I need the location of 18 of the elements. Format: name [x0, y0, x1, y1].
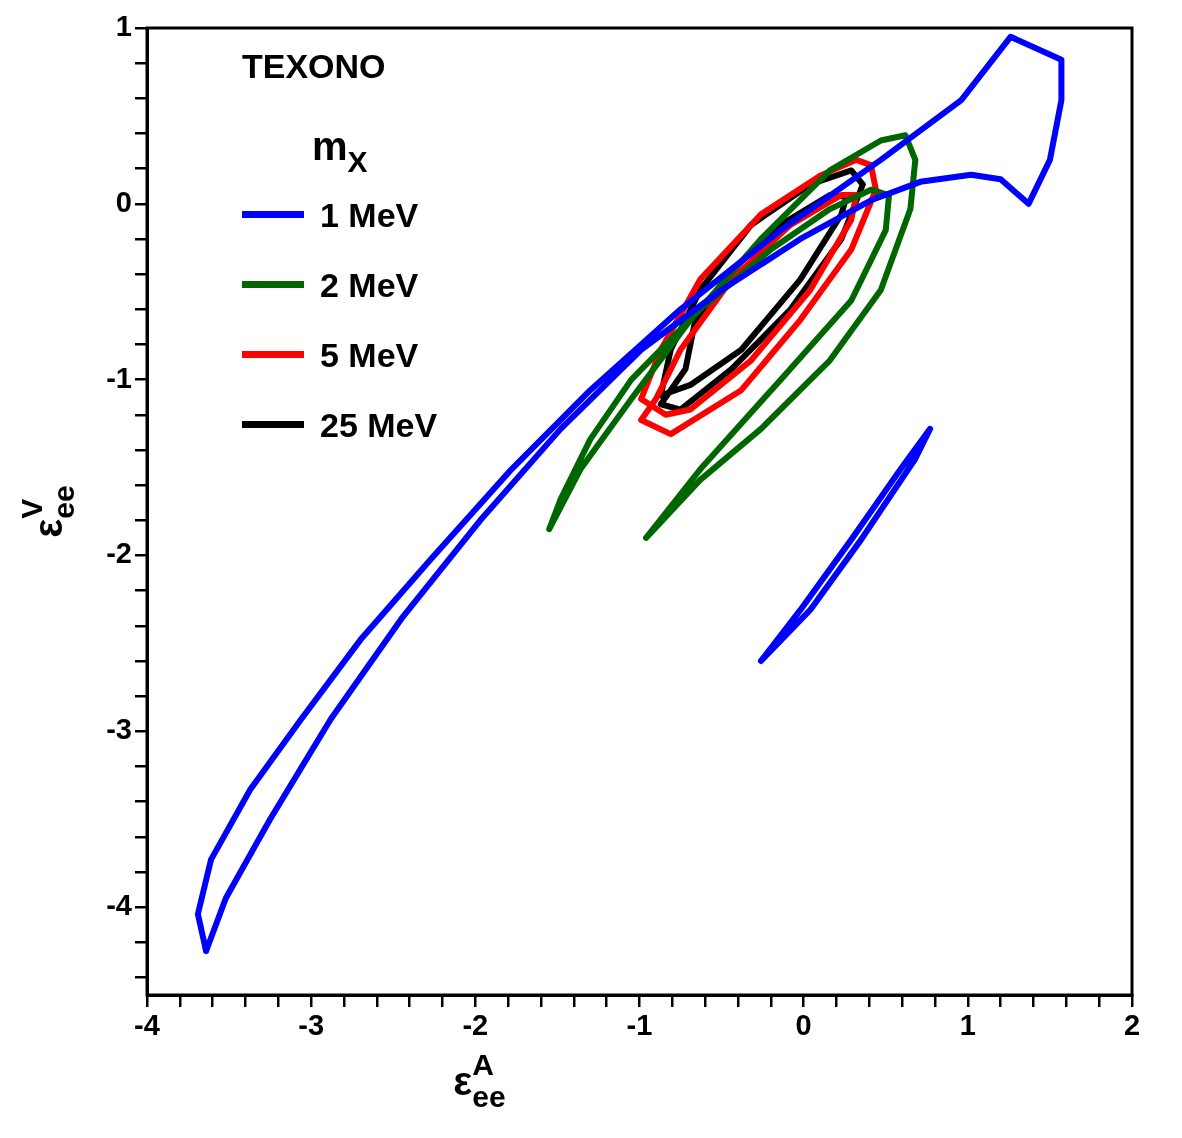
legend-label: 5 MeV [320, 336, 419, 374]
y-tick-label: -3 [106, 713, 132, 746]
x-tick-label: 2 [1123, 1009, 1141, 1042]
x-tick-label: -2 [462, 1009, 489, 1042]
x-tick-label: 1 [959, 1009, 976, 1042]
y-tick-label: -2 [106, 537, 132, 570]
annotation: TEXONO [242, 47, 386, 85]
y-tick-label: 1 [115, 10, 132, 42]
x-tick-label: -3 [298, 1009, 325, 1042]
legend-label: 2 MeV [320, 266, 419, 304]
x-tick-label: -1 [626, 1009, 653, 1042]
y-tick-label: 0 [115, 185, 132, 218]
y-tick-label: -1 [106, 361, 132, 394]
x-tick-label: 0 [795, 1009, 812, 1042]
y-tick-label: -4 [106, 889, 132, 922]
y-axis-title: εeeV [15, 485, 80, 538]
legend-label: 25 MeV [320, 406, 438, 444]
legend-label: 1 MeV [320, 196, 419, 234]
